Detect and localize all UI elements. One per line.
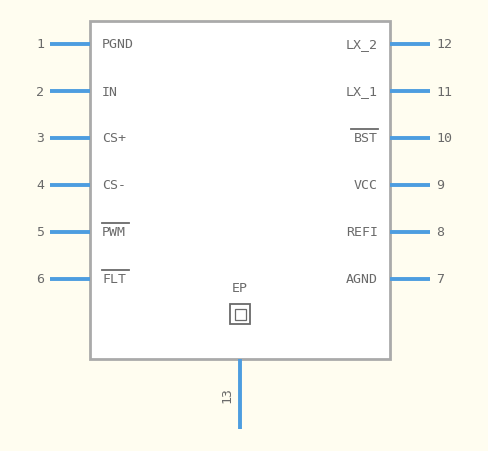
Text: 1: 1 — [36, 38, 44, 51]
Bar — [90, 22, 390, 359]
Text: 7: 7 — [436, 273, 444, 286]
Text: EP: EP — [232, 282, 248, 295]
Text: AGND: AGND — [346, 273, 378, 286]
Text: CS+: CS+ — [102, 132, 126, 145]
Text: PWM: PWM — [102, 226, 126, 239]
Text: 12: 12 — [436, 38, 452, 51]
Text: PGND: PGND — [102, 38, 134, 51]
Text: 4: 4 — [36, 179, 44, 192]
Text: VCC: VCC — [354, 179, 378, 192]
Text: 10: 10 — [436, 132, 452, 145]
Text: 11: 11 — [436, 85, 452, 98]
Text: 13: 13 — [220, 386, 233, 402]
Text: LX_1: LX_1 — [346, 85, 378, 98]
Text: 2: 2 — [36, 85, 44, 98]
Text: 3: 3 — [36, 132, 44, 145]
Text: 9: 9 — [436, 179, 444, 192]
Text: LX_2: LX_2 — [346, 38, 378, 51]
Bar — [235, 309, 245, 320]
Text: CS-: CS- — [102, 179, 126, 192]
Text: IN: IN — [102, 85, 118, 98]
Text: 5: 5 — [36, 226, 44, 239]
Text: 6: 6 — [36, 273, 44, 286]
Text: BST: BST — [354, 132, 378, 145]
Text: FLT: FLT — [102, 273, 126, 286]
Text: 8: 8 — [436, 226, 444, 239]
Bar — [230, 304, 250, 324]
Text: REFI: REFI — [346, 226, 378, 239]
